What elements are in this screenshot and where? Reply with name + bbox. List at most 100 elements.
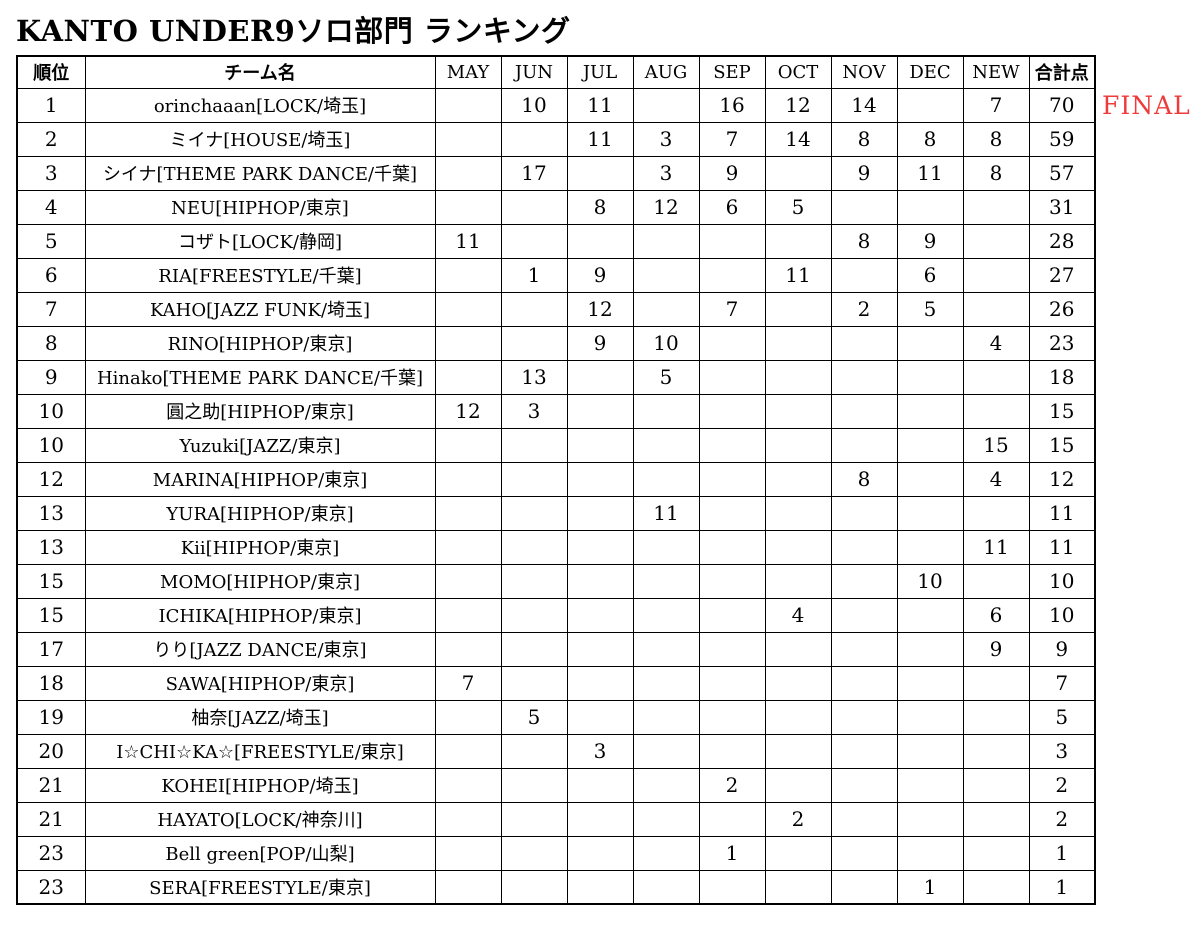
month-score-cell [698,869,766,905]
month-score-cell [896,87,964,123]
team-name-cell: Hinako[THEME PARK DANCE/千葉] [84,359,436,395]
month-score-cell [698,699,766,735]
month-score-cell [764,665,832,701]
column-header-sep: SEP [698,55,766,89]
page-title: KANTO UNDER9ソロ部門 ランキング [16,14,571,48]
table-row: 12 MARINA[HIPHOP/東京] 8 4 12 [16,461,1096,497]
final-status-label: FINAL [1102,91,1191,120]
month-score-cell [830,869,898,905]
total-score-cell: 10 [1028,597,1096,633]
month-score-cell [434,461,502,497]
table-row: 6 RIA[FREESTYLE/千葉] 1 9 11 6 27 [16,257,1096,293]
month-score-cell [962,495,1030,531]
table-row: 15 MOMO[HIPHOP/東京] 10 10 [16,563,1096,599]
month-score-cell: 5 [764,189,832,225]
month-score-cell [896,801,964,837]
month-score-cell [632,529,700,565]
month-score-cell [500,767,568,803]
month-score-cell [434,597,502,633]
total-score-cell: 23 [1028,325,1096,361]
month-score-cell [500,733,568,769]
month-score-cell [764,631,832,667]
month-score-cell: 14 [764,121,832,157]
month-score-cell [896,631,964,667]
month-score-cell: 8 [896,121,964,157]
month-score-cell [698,529,766,565]
month-score-cell [764,359,832,395]
month-score-cell: 1 [500,257,568,293]
month-score-cell: 11 [566,87,634,123]
month-score-cell [962,257,1030,293]
table-row: 1 orinchaaan[LOCK/埼玉] 10 11 16 12 14 7 70 [16,87,1096,123]
column-header-rank: 順位 [16,55,86,89]
table-row: 23 Bell green[POP/山梨] 1 1 [16,835,1096,871]
column-header-total: 合計点 [1028,55,1096,89]
month-score-cell [632,801,700,837]
total-score-cell: 2 [1028,767,1096,803]
rank-cell: 13 [16,529,86,565]
month-score-cell [764,835,832,871]
month-score-cell: 6 [896,257,964,293]
month-score-cell [434,631,502,667]
month-score-cell [698,733,766,769]
total-score-cell: 18 [1028,359,1096,395]
table-row: 7 KAHO[JAZZ FUNK/埼玉] 12 7 2 5 26 [16,291,1096,327]
month-score-cell [830,427,898,463]
month-score-cell [434,563,502,599]
month-score-cell [962,699,1030,735]
month-score-cell [896,359,964,395]
month-score-cell: 7 [698,121,766,157]
rank-cell: 15 [16,597,86,633]
month-score-cell [962,223,1030,259]
month-score-cell [896,461,964,497]
month-score-cell [764,733,832,769]
month-score-cell: 3 [632,121,700,157]
month-score-cell [566,767,634,803]
month-score-cell [830,563,898,599]
month-score-cell: 5 [896,291,964,327]
month-score-cell: 16 [698,87,766,123]
total-score-cell: 57 [1028,155,1096,191]
month-score-cell [500,427,568,463]
month-score-cell: 15 [962,427,1030,463]
month-score-cell [500,121,568,157]
month-score-cell [896,189,964,225]
month-score-cell [698,801,766,837]
month-score-cell [764,869,832,905]
team-name-cell: Bell green[POP/山梨] [84,835,436,871]
month-score-cell: 11 [566,121,634,157]
month-score-cell [698,427,766,463]
team-name-cell: Yuzuki[JAZZ/東京] [84,427,436,463]
month-score-cell [698,223,766,259]
total-score-cell: 1 [1028,869,1096,905]
rank-cell: 21 [16,767,86,803]
month-score-cell [830,359,898,395]
month-score-cell [764,393,832,429]
table-row: 18 SAWA[HIPHOP/東京] 7 7 [16,665,1096,701]
month-score-cell [434,155,502,191]
table-row: 17 りり[JAZZ DANCE/東京] 9 9 [16,631,1096,667]
rank-cell: 23 [16,835,86,871]
month-score-cell [962,665,1030,701]
month-score-cell [962,359,1030,395]
month-score-cell [632,767,700,803]
team-name-cell: SAWA[HIPHOP/東京] [84,665,436,701]
ranking-table-body: 1 orinchaaan[LOCK/埼玉] 10 11 16 12 14 7 70 2 ミイナ[HO… [16,87,1096,905]
month-score-cell [500,461,568,497]
month-score-cell: 11 [764,257,832,293]
month-score-cell: 8 [830,121,898,157]
month-score-cell [434,835,502,871]
rank-cell: 20 [16,733,86,769]
table-row: 23 SERA[FREESTYLE/東京] 1 1 [16,869,1096,905]
month-score-cell: 12 [632,189,700,225]
month-score-cell [500,869,568,905]
month-score-cell [566,869,634,905]
month-score-cell [500,325,568,361]
month-score-cell [896,767,964,803]
month-score-cell [830,631,898,667]
month-score-cell: 9 [566,257,634,293]
month-score-cell [434,291,502,327]
table-row: 2 ミイナ[HOUSE/埼玉] 11 3 7 14 8 8 8 59 [16,121,1096,157]
column-header-jun: JUN [500,55,568,89]
month-score-cell [896,529,964,565]
